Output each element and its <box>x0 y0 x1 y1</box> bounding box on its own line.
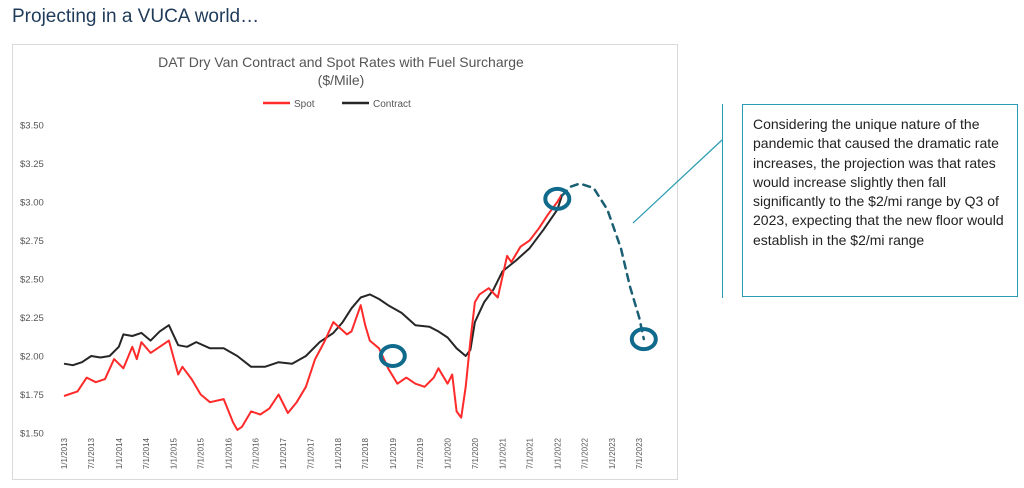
x-tick-label: 7/1/2016 <box>252 437 261 469</box>
x-tick-label: 1/1/2014 <box>115 437 124 469</box>
x-axis-ticks: 1/1/2013 7/1/2013 1/1/2014 7/1/2014 1/1/2015… <box>60 437 644 469</box>
x-tick-label: 1/1/2022 <box>553 437 562 469</box>
x-tick-label: 7/1/2013 <box>87 437 96 469</box>
legend-label-contract: Contract <box>373 99 411 110</box>
x-tick-label: 1/1/2015 <box>170 437 179 469</box>
x-tick-label: 7/1/2019 <box>416 437 425 469</box>
x-tick-label: 7/1/2014 <box>142 437 151 469</box>
slide-title: Projecting in a VUCA world… <box>12 6 260 27</box>
chart-subtitle: ($/Mile) <box>318 72 365 88</box>
y-axis-ticks: $1.50 $1.75 $2.00 $2.25 $2.50 $2.75 $3.00 $3.25… <box>20 121 44 440</box>
callout-divider <box>722 104 723 298</box>
y-tick-label: $2.75 <box>20 236 44 247</box>
x-tick-label: 1/1/2020 <box>444 437 453 469</box>
x-tick-label: 1/1/2018 <box>334 437 343 469</box>
x-tick-label: 1/1/2021 <box>498 437 507 469</box>
chart-title: DAT Dry Van Contract and Spot Rates with… <box>158 54 524 70</box>
y-tick-label: $2.25 <box>20 313 44 324</box>
x-tick-label: 7/1/2021 <box>526 437 535 469</box>
series-line-spot <box>63 193 563 431</box>
highlight-circle <box>378 344 407 368</box>
x-tick-label: 1/1/2016 <box>224 437 233 469</box>
x-tick-label: 1/1/2019 <box>389 437 398 469</box>
y-tick-label: $1.50 <box>20 429 44 440</box>
y-tick-label: $2.50 <box>20 275 44 286</box>
y-tick-label: $3.50 <box>20 121 44 132</box>
x-tick-label: 1/1/2023 <box>608 437 617 469</box>
series-line-contract <box>63 195 563 368</box>
y-tick-label: $2.00 <box>20 352 44 363</box>
legend-label-spot: Spot <box>294 99 315 110</box>
x-tick-label: 7/1/2015 <box>197 437 206 469</box>
x-tick-label: 7/1/2017 <box>306 437 315 469</box>
highlight-circle <box>629 327 658 352</box>
projection-layer <box>560 182 646 341</box>
y-tick-label: $1.75 <box>20 390 44 401</box>
y-tick-label: $3.25 <box>20 159 44 170</box>
x-tick-label: 1/1/2017 <box>279 437 288 469</box>
y-tick-label: $3.00 <box>20 198 44 209</box>
callout-connector <box>632 139 723 224</box>
chart-legend: Spot Contract <box>263 99 411 110</box>
x-tick-label: 7/1/2018 <box>361 437 370 469</box>
x-tick-label: 7/1/2022 <box>580 437 589 469</box>
x-tick-label: 7/1/2023 <box>635 437 644 469</box>
projection-line <box>560 182 646 341</box>
highlight-circle <box>543 186 572 211</box>
series-layer <box>63 193 563 431</box>
x-tick-label: 1/1/2013 <box>60 437 69 469</box>
callout-text: Considering the unique nature of the pan… <box>753 116 1004 248</box>
chart-frame <box>12 44 678 480</box>
highlight-layer <box>378 186 658 368</box>
callout-box: Considering the unique nature of the pan… <box>742 104 1018 297</box>
x-tick-label: 7/1/2020 <box>471 437 480 469</box>
